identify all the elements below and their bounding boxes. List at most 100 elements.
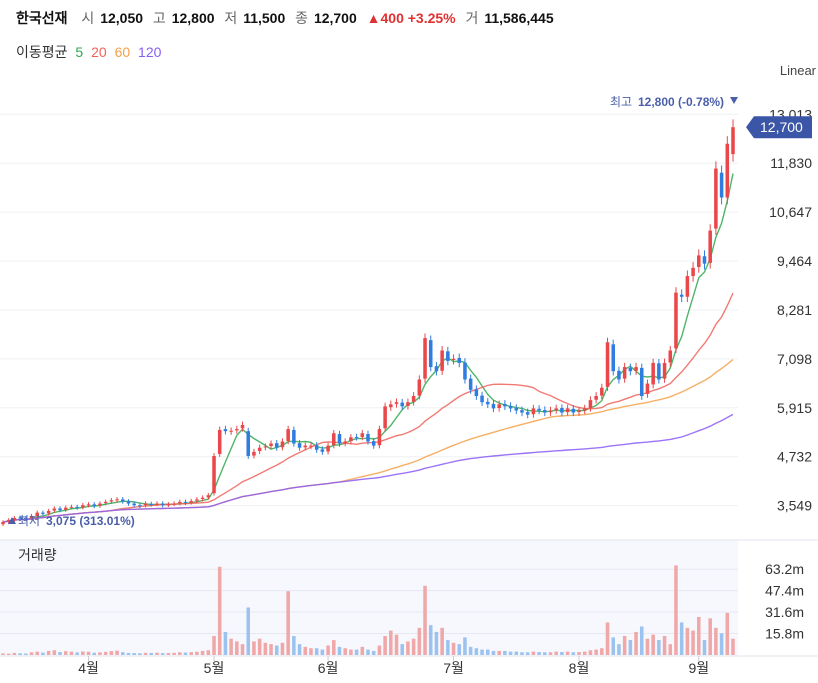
candle-body <box>594 396 598 400</box>
volume-bar <box>588 650 593 655</box>
candle-body <box>383 406 387 429</box>
candle-body <box>35 512 39 516</box>
candle-body <box>240 424 245 429</box>
volume-axis-labels: 63.2m 47.4m 31.6m 15.8m <box>765 561 804 641</box>
ma-legend-item-5[interactable]: 5 <box>75 44 84 60</box>
volume-tick-label: 47.4m <box>765 583 804 599</box>
volume-bar <box>52 650 57 655</box>
candle-body <box>708 230 712 263</box>
volume-bar <box>491 650 496 655</box>
low-label: 저 <box>224 10 238 26</box>
candle-body <box>634 367 638 371</box>
candle-body <box>731 127 735 155</box>
candle-body <box>86 504 91 506</box>
volume-bar <box>651 634 655 655</box>
candle-body <box>679 294 684 297</box>
candle-body <box>531 408 536 415</box>
volume-bar <box>605 622 610 655</box>
volume-bar <box>417 627 422 655</box>
candle-body <box>52 508 57 511</box>
ma-legend-item-120[interactable]: 120 <box>138 44 162 60</box>
volume-bar <box>611 637 616 655</box>
volume-bar <box>657 640 661 655</box>
volume-bar <box>160 653 165 655</box>
volume-bar <box>69 651 74 655</box>
max-arrow-icon <box>730 97 738 104</box>
volume-bar <box>320 649 325 655</box>
candle-body <box>229 430 233 432</box>
volume-bar <box>622 636 627 655</box>
price-tick-label: 11,830 <box>770 155 812 171</box>
scale-toggle[interactable]: Linear <box>780 63 817 78</box>
volume-bar <box>195 651 199 655</box>
candle-body <box>332 433 336 446</box>
volume-bar <box>474 648 479 655</box>
candle-body <box>543 410 547 413</box>
volume-bar <box>463 637 467 655</box>
volume-bar <box>468 646 473 655</box>
volume-bar <box>537 652 541 655</box>
date-axis-labels: 4월 5월 6월 7월 8월 9월 <box>78 656 709 676</box>
candle-body <box>394 402 399 404</box>
high-value: 12,800 <box>171 10 215 26</box>
volume-bar <box>81 651 85 655</box>
candle-body <box>702 256 707 264</box>
candle-body <box>115 499 119 501</box>
candle-body <box>343 441 347 444</box>
ma-legend-item-60[interactable]: 60 <box>114 44 131 60</box>
volume-bar <box>503 650 507 655</box>
candle-body <box>166 504 171 506</box>
candle-body <box>605 342 610 387</box>
candle-body <box>685 276 690 297</box>
close-label: 종 <box>295 10 309 26</box>
volume-bar <box>41 652 45 655</box>
candle-body <box>269 443 273 447</box>
volume-bar <box>548 652 553 655</box>
volume-bar <box>235 641 239 655</box>
volume-bar <box>434 631 439 655</box>
volume-bar <box>189 652 193 655</box>
volume-bar <box>514 651 519 655</box>
candle-body <box>571 408 576 413</box>
volume-bar <box>252 641 256 655</box>
volume-bar <box>303 646 308 655</box>
max-value: 12,800 (-0.78%) <box>638 95 724 109</box>
volume-bar <box>400 644 404 655</box>
ma-legend-item-20[interactable]: 20 <box>91 44 107 60</box>
volume-bar <box>634 631 638 655</box>
candle-body <box>149 503 154 505</box>
volume-bar <box>554 651 558 655</box>
open-value: 12,050 <box>100 10 144 26</box>
volume-value: 11,586,445 <box>484 10 554 26</box>
candle-body <box>12 518 17 521</box>
volume-bar <box>240 644 245 655</box>
volume-bar <box>668 644 673 655</box>
candle-body <box>588 400 593 409</box>
candle-body <box>446 351 450 361</box>
volume-bar <box>497 650 501 655</box>
volume-bar <box>594 649 598 655</box>
max-label: 최고 <box>610 95 632 109</box>
candle-body <box>468 378 473 390</box>
candle-body <box>280 441 285 448</box>
candle-body <box>155 503 159 505</box>
volume-bar <box>314 648 319 655</box>
candle-body <box>178 501 182 504</box>
volume-bar <box>326 645 330 655</box>
candle-body <box>622 367 627 379</box>
candle-body <box>337 434 342 444</box>
volume-bar <box>582 651 587 655</box>
volume-bar <box>480 649 484 655</box>
candle-body <box>617 370 621 380</box>
volume-bar <box>292 636 296 655</box>
volume-bar <box>120 652 125 655</box>
volume-bar <box>349 649 353 655</box>
date-tick-label: 4월 <box>78 660 99 676</box>
candle-body <box>377 429 382 446</box>
candle-body <box>514 408 519 411</box>
min-price-annotation: 최저 3,075 (313.01%) <box>8 514 135 528</box>
date-tick-label: 9월 <box>688 660 709 676</box>
volume-bar <box>103 651 108 655</box>
volume-bar <box>217 566 222 655</box>
